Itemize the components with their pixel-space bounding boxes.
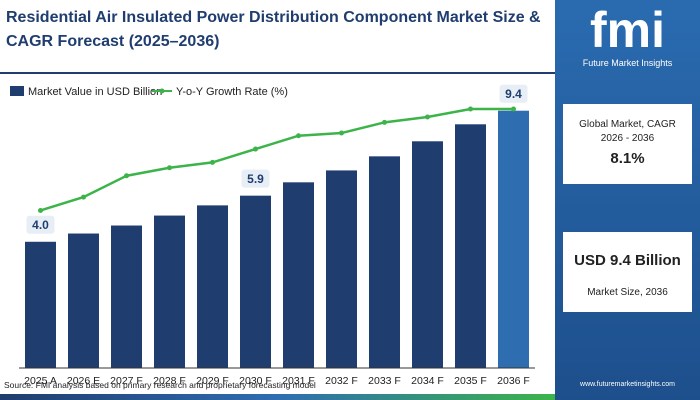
bar — [498, 110, 529, 368]
data-label-bg — [26, 215, 55, 234]
bar — [197, 205, 228, 368]
cagr-box: Global Market, CAGR 2026 - 2036 8.1% — [563, 104, 692, 184]
sidebar: fmi Future Market Insights Global Market… — [555, 0, 700, 400]
growth-marker — [81, 194, 86, 200]
growth-marker — [511, 106, 516, 112]
x-tick-label: 2028 F — [153, 375, 186, 387]
bar — [455, 124, 486, 368]
source-note: Source: FMI analysis based on primary re… — [4, 380, 316, 390]
cagr-label: Global Market, CAGR 2026 - 2036 — [579, 119, 676, 144]
legend-label: Market Value in USD Billion — [28, 86, 162, 98]
legend-swatch — [10, 86, 24, 96]
bar — [154, 215, 185, 368]
x-tick-label: 2033 F — [368, 375, 401, 387]
x-tick-label: 2034 F — [411, 375, 444, 387]
divider — [0, 72, 555, 74]
growth-marker — [38, 207, 43, 213]
brand-subtitle: Future Market Insights — [582, 58, 673, 68]
brand-logo: fmi — [590, 2, 665, 58]
legend-label: Y-o-Y Growth Rate (%) — [176, 86, 288, 98]
growth-line — [40, 107, 514, 212]
bar — [369, 156, 400, 368]
growth-marker — [339, 130, 344, 136]
x-tick-label: 2035 F — [454, 375, 487, 387]
growth-marker — [167, 165, 172, 171]
x-tick-label: 2027 F — [110, 375, 143, 387]
website: www.futuremarketinsights.com — [580, 381, 675, 388]
chart: Market Value in USD Billion Y-o-Y Growth … — [10, 84, 535, 387]
data-label-bg — [499, 84, 528, 103]
x-tick-label: 2032 F — [325, 375, 358, 387]
data-label: 9.4 — [505, 87, 522, 101]
bar — [111, 225, 142, 368]
size-value: USD 9.4 Billion — [574, 252, 681, 269]
size-label: Market Size, 2036 — [587, 287, 668, 298]
legend-swatch — [159, 88, 165, 94]
growth-marker — [382, 119, 387, 125]
x-tick-label: 2031 F — [282, 375, 315, 387]
bar — [240, 195, 271, 368]
growth-marker — [210, 159, 215, 165]
size-box: USD 9.4 Billion Market Size, 2036 — [563, 232, 692, 312]
x-tick-label: 2026 E — [67, 375, 100, 387]
bar — [283, 182, 314, 368]
footer-strip — [0, 394, 555, 400]
x-tick-label: 2036 F — [497, 375, 530, 387]
x-tick-label: 2030 F — [239, 375, 272, 387]
x-tick-label: 2029 F — [196, 375, 229, 387]
growth-marker — [425, 114, 430, 120]
bar — [68, 233, 99, 368]
chart-title: Residential Air Insulated Power Distribu… — [6, 9, 541, 50]
growth-marker — [296, 133, 301, 139]
growth-marker — [468, 106, 473, 112]
bar — [25, 241, 56, 368]
data-label: 4.0 — [32, 218, 49, 232]
bar — [412, 141, 443, 368]
bar — [326, 170, 357, 368]
data-label-bg — [241, 169, 270, 188]
data-label: 5.9 — [247, 172, 264, 186]
x-tick-label: 2025 A — [24, 375, 57, 387]
growth-marker — [253, 146, 258, 152]
growth-marker — [124, 173, 129, 179]
cagr-value: 8.1% — [610, 150, 645, 167]
